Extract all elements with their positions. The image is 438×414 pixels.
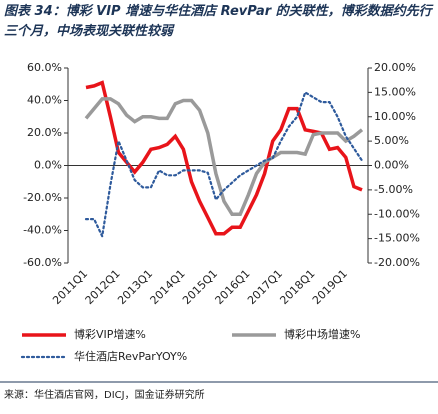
y-tick-label: 60.0% <box>27 61 62 74</box>
y2-tick-label: 5.00% <box>374 134 409 147</box>
y-tick-label: 0.0% <box>34 159 62 172</box>
title-box: 图表 34：博彩 VIP 增速与华住酒店 RevPar 的关联性，博彩数据约先行… <box>4 4 432 39</box>
y2-tick-label: 0.00% <box>374 159 409 172</box>
y2-tick-label: -5.00% <box>374 183 413 196</box>
x-tick-label: 2017Q1 <box>245 267 285 307</box>
y-tick-label: 40.0% <box>27 94 62 107</box>
series-line <box>84 90 364 240</box>
x-tick-label: 2018Q1 <box>277 267 317 307</box>
x-tick-label: 2012Q1 <box>83 267 123 307</box>
y2-tick-label: 10.00% <box>374 110 416 123</box>
x-tick-label: 2015Q1 <box>180 267 220 307</box>
x-tick-label: 2019Q1 <box>310 267 350 307</box>
y-tick-label: 20.0% <box>27 126 62 139</box>
y2-tick-label: -10.00% <box>374 207 420 220</box>
y2-tick-label: -20.00% <box>374 256 420 269</box>
x-tick-label: 2016Q1 <box>213 267 253 307</box>
x-tick-label: 2011Q1 <box>50 267 90 307</box>
legend-label: 华住酒店RevParYOY% <box>74 349 187 363</box>
y2-tick-label: 15.00% <box>374 85 416 98</box>
y2-tick-label: 20.00% <box>374 61 416 74</box>
legend-label: 博彩VIP增速% <box>74 327 146 341</box>
series-line <box>85 80 363 236</box>
y-tick-label: -40.0% <box>23 224 62 237</box>
series-line <box>84 97 364 217</box>
legend-label: 博彩中场增速% <box>284 327 360 341</box>
y2-tick-label: -15.00% <box>374 232 420 245</box>
x-tick-label: 2014Q1 <box>148 267 188 307</box>
x-tick-label: 2013Q1 <box>115 267 155 307</box>
chart-title: 图表 34：博彩 VIP 增速与华住酒店 RevPar 的关联性，博彩数据约先行… <box>4 4 432 39</box>
source: 来源：华住酒店官网，DICJ，国金证券研究所 <box>4 388 205 401</box>
y-tick-label: -60.0% <box>23 256 62 269</box>
y-tick-label: -20.0% <box>23 191 62 204</box>
